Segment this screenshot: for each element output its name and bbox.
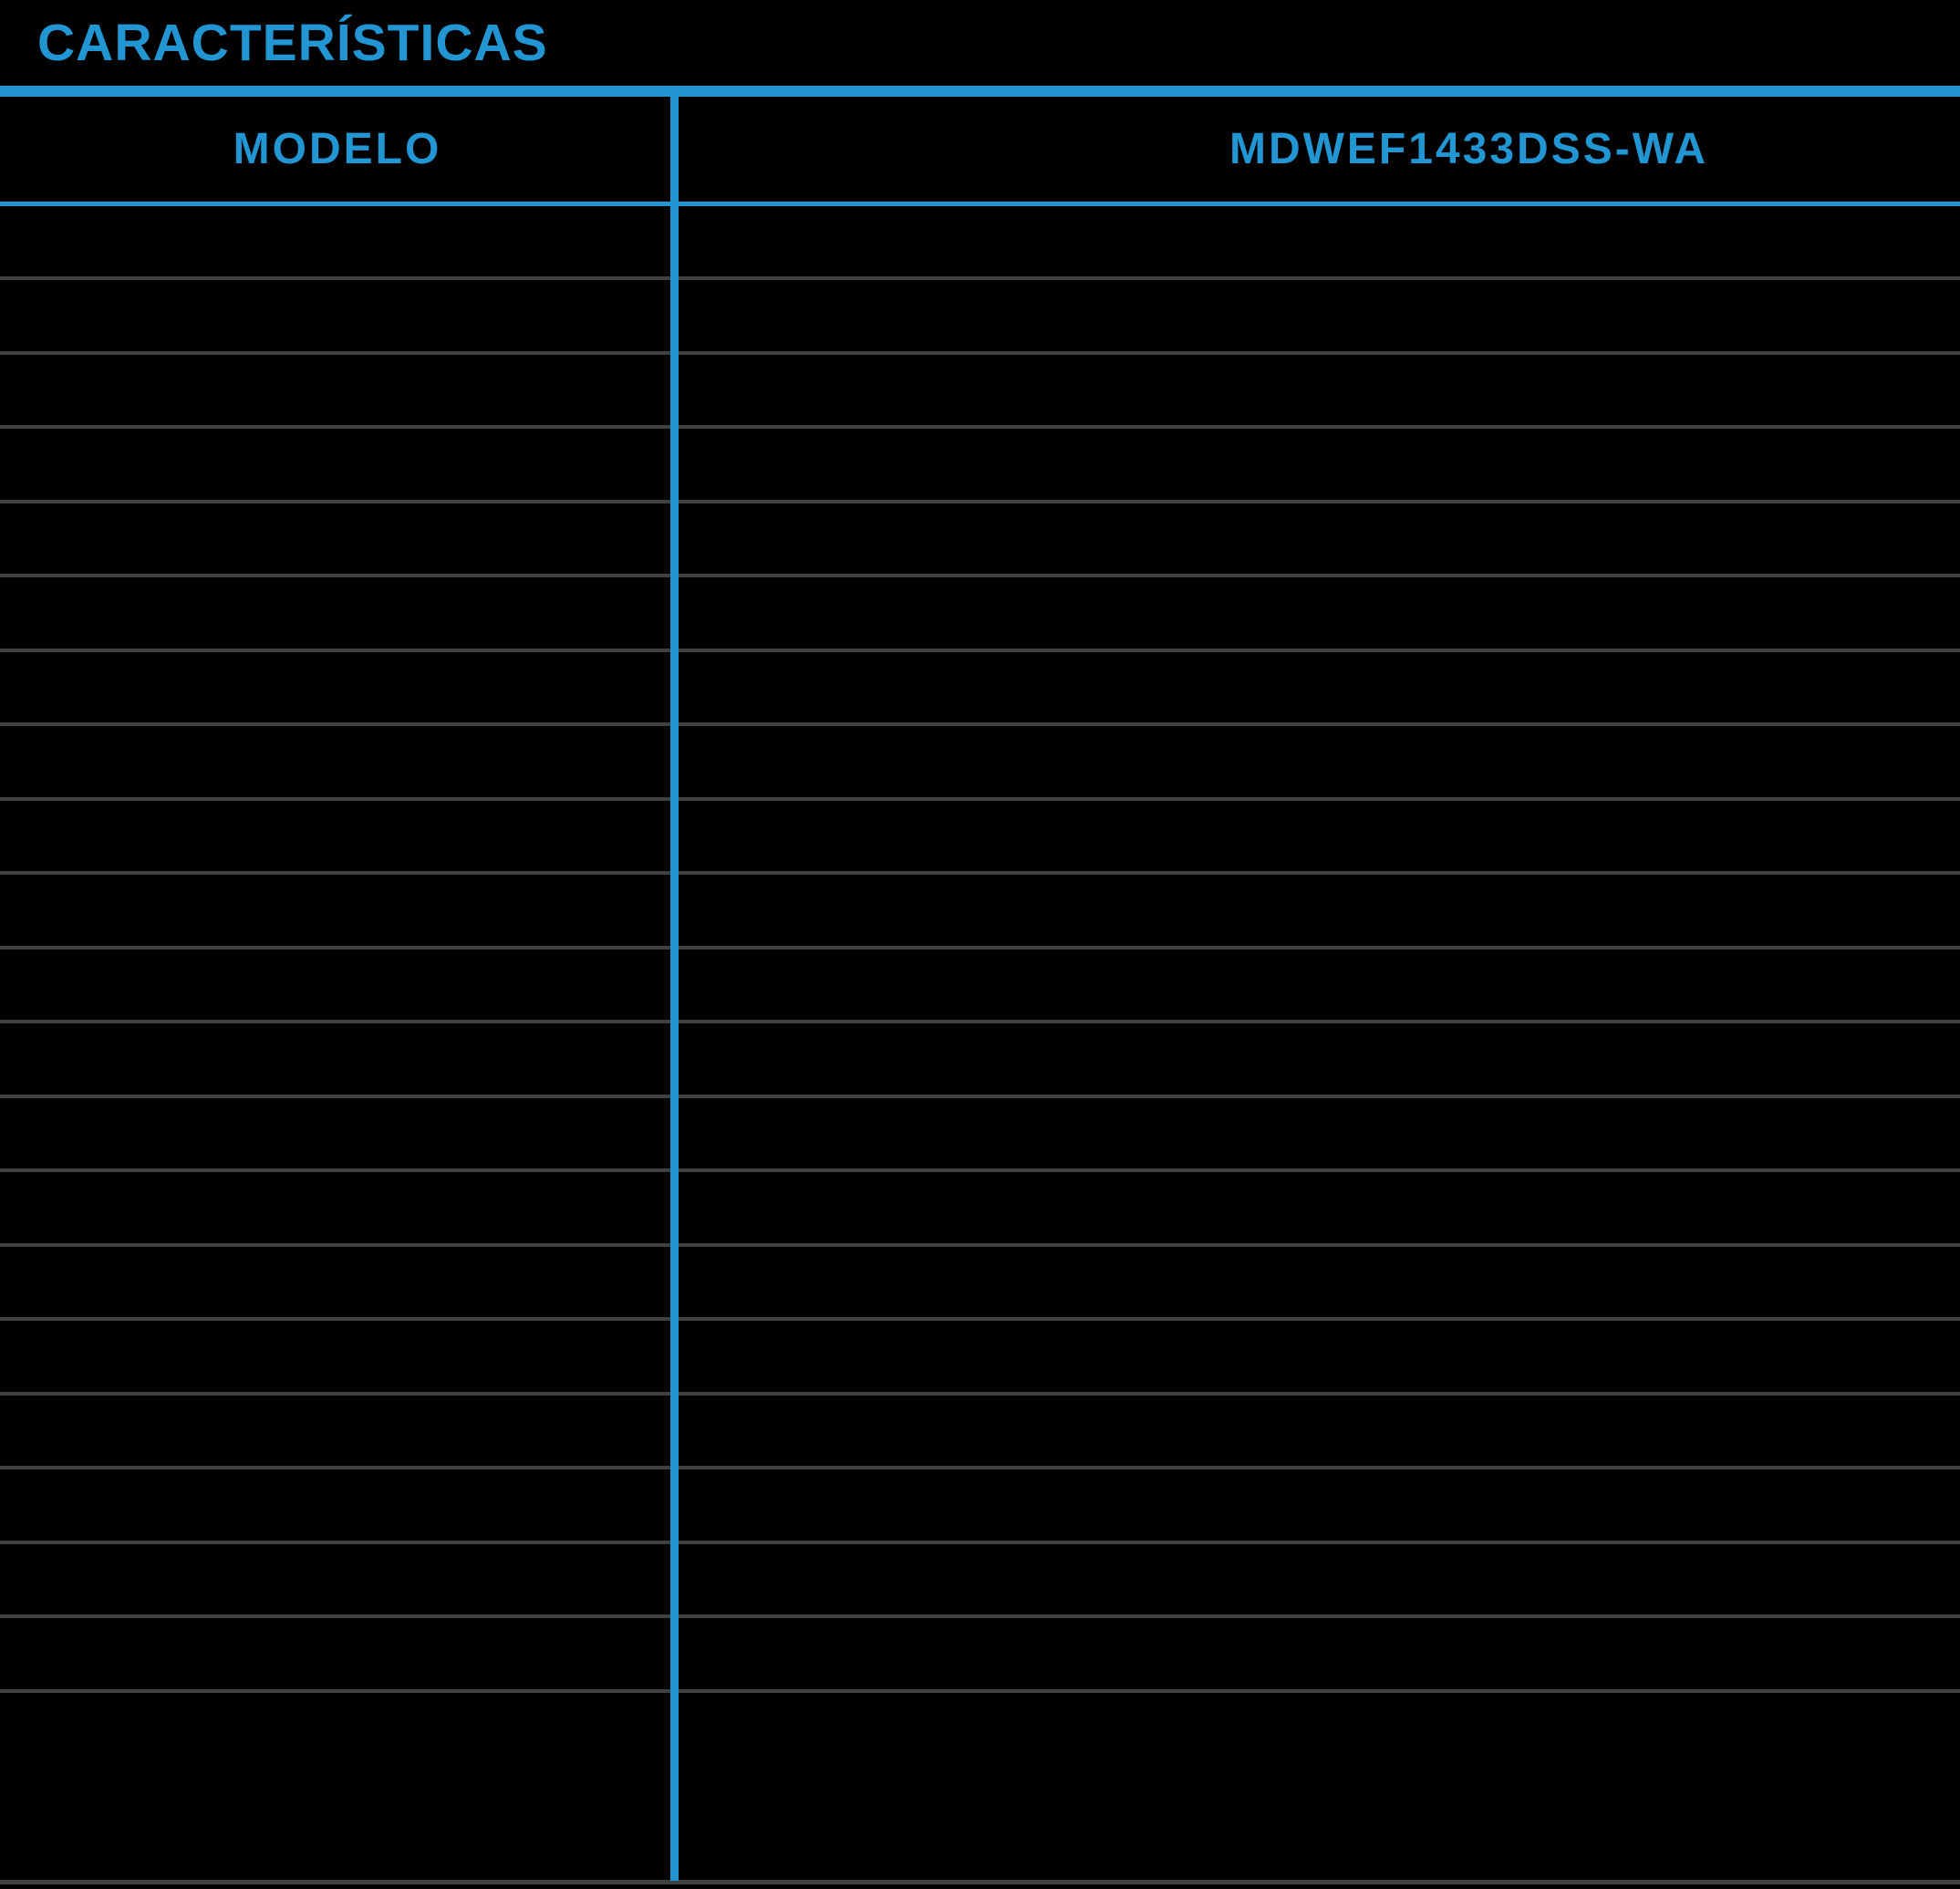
row-cell-feature <box>0 1243 675 1317</box>
row-cell-value <box>675 276 1960 351</box>
row-cell-value <box>675 500 1960 574</box>
row-divider <box>0 1168 1960 1172</box>
row-cell-value <box>675 722 1960 797</box>
row-divider <box>0 1614 1960 1618</box>
row-cell-value <box>675 425 1960 500</box>
row-cell-value <box>675 1317 1960 1392</box>
column-divider <box>670 97 679 1881</box>
row-divider <box>0 1466 1960 1469</box>
row-cell-feature <box>0 1168 675 1243</box>
row-divider <box>0 1243 1960 1247</box>
row-divider <box>0 425 1960 429</box>
header-accent-bar <box>0 86 1960 97</box>
row-cell-feature <box>0 871 675 946</box>
row-divider <box>0 1392 1960 1396</box>
row-cell-value <box>675 1614 1960 1689</box>
table-row <box>0 574 1960 649</box>
row-cell-feature <box>0 797 675 871</box>
row-cell-feature <box>0 946 675 1020</box>
row-cell-feature <box>0 500 675 574</box>
row-cell-feature <box>0 206 675 276</box>
table-row <box>0 1095 1960 1168</box>
table-row <box>0 276 1960 351</box>
table-row <box>0 1689 1960 1808</box>
row-cell-feature <box>0 1541 675 1614</box>
row-cell-value <box>675 1541 1960 1614</box>
row-divider <box>0 1020 1960 1023</box>
table-row <box>0 1392 1960 1466</box>
row-cell-feature <box>0 1020 675 1095</box>
table-row <box>0 1317 1960 1392</box>
row-divider <box>0 1095 1960 1098</box>
table-header-row: MODELO MDWEF1433DSS-WA <box>0 97 1960 202</box>
table-row <box>0 351 1960 425</box>
row-cell-feature <box>0 649 675 722</box>
row-cell-value <box>675 1095 1960 1168</box>
header-underline <box>0 202 1960 206</box>
page-title: CARACTERÍSTICAS <box>37 14 548 72</box>
row-cell-value <box>675 946 1960 1020</box>
row-cell-feature <box>0 1689 675 1808</box>
table-row <box>0 649 1960 722</box>
row-cell-value <box>675 797 1960 871</box>
row-cell-value <box>675 574 1960 649</box>
row-cell-value <box>675 1466 1960 1541</box>
table-row <box>0 797 1960 871</box>
row-cell-value <box>675 649 1960 722</box>
table-bottom-line <box>0 1880 1960 1884</box>
column-header-modelo: MODELO <box>233 125 442 173</box>
table-row <box>0 1243 1960 1317</box>
row-cell-feature <box>0 722 675 797</box>
row-cell-value <box>675 1168 1960 1243</box>
row-cell-value <box>675 871 1960 946</box>
table-row <box>0 206 1960 276</box>
table-row <box>0 1541 1960 1614</box>
row-divider <box>0 722 1960 726</box>
row-divider <box>0 500 1960 503</box>
column-header-model-number: MDWEF1433DSS-WA <box>1229 125 1709 173</box>
row-cell-value <box>675 1020 1960 1095</box>
row-divider <box>0 649 1960 652</box>
row-divider <box>0 1541 1960 1544</box>
row-cell-feature <box>0 1095 675 1168</box>
row-divider <box>0 574 1960 577</box>
table-row <box>0 871 1960 946</box>
row-cell-feature <box>0 1614 675 1689</box>
row-cell-feature <box>0 276 675 351</box>
table-row <box>0 1466 1960 1541</box>
row-cell-value <box>675 1689 1960 1808</box>
row-divider <box>0 946 1960 950</box>
row-divider <box>0 797 1960 801</box>
table-row <box>0 500 1960 574</box>
row-cell-feature <box>0 351 675 425</box>
table-row <box>0 1020 1960 1095</box>
table-row <box>0 946 1960 1020</box>
row-cell-feature <box>0 574 675 649</box>
row-divider <box>0 351 1960 355</box>
row-cell-feature <box>0 1317 675 1392</box>
row-cell-feature <box>0 1466 675 1541</box>
row-cell-value <box>675 1243 1960 1317</box>
row-divider <box>0 871 1960 875</box>
table-row <box>0 1614 1960 1689</box>
table-row <box>0 1168 1960 1243</box>
row-cell-feature <box>0 1392 675 1466</box>
row-cell-feature <box>0 425 675 500</box>
row-cell-value <box>675 1392 1960 1466</box>
table-row <box>0 722 1960 797</box>
row-divider <box>0 1317 1960 1321</box>
row-divider <box>0 1689 1960 1693</box>
row-cell-value <box>675 206 1960 276</box>
table-row <box>0 425 1960 500</box>
row-divider <box>0 276 1960 280</box>
row-cell-value <box>675 351 1960 425</box>
